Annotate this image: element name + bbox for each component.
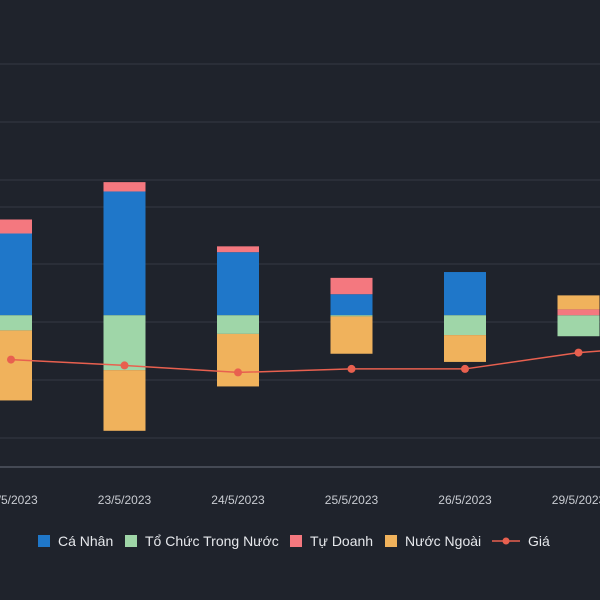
legend-label: Tự Doanh — [310, 533, 373, 549]
x-tick-label: 25/5/2023 — [325, 493, 379, 507]
legend[interactable]: Cá Nhân Tổ Chức Trong Nước Tự Doanh Nước Ng… — [38, 533, 550, 549]
bar-2-4[interactable] — [330, 315, 373, 317]
legend-swatch — [290, 535, 302, 547]
bar-3-3[interactable] — [217, 246, 259, 253]
x-tick-label: 22/5/2023 — [0, 493, 38, 507]
legend-swatch — [125, 535, 137, 547]
x-tick-label: 23/5/2023 — [98, 493, 152, 507]
legend-swatch — [385, 535, 397, 547]
legend-item[interactable]: Tự Doanh — [290, 533, 373, 549]
bar-1-4[interactable] — [330, 294, 373, 316]
bar-2-5[interactable] — [444, 315, 486, 336]
bar-4-2[interactable] — [103, 370, 146, 431]
legend-label: Tổ Chức Trong Nước — [145, 533, 279, 549]
bar-3-1[interactable] — [0, 219, 32, 234]
bar-3-6[interactable] — [557, 309, 600, 316]
bar-4-4[interactable] — [330, 316, 373, 354]
legend-item[interactable]: Cá Nhân — [38, 533, 113, 549]
bar-1-5[interactable] — [444, 272, 486, 316]
bar-1-3[interactable] — [217, 252, 259, 316]
legend-line-marker — [502, 537, 510, 545]
price-point-2[interactable] — [120, 361, 129, 370]
bar-4-3[interactable] — [217, 333, 259, 387]
bar-1-2[interactable] — [103, 191, 146, 316]
x-tick-label: 29/5/2023 — [552, 493, 600, 507]
x-tick-label: 26/5/2023 — [438, 493, 492, 507]
bars — [0, 182, 600, 431]
legend-item[interactable]: Nước Ngoài — [385, 533, 481, 549]
price-line — [7, 348, 600, 377]
bar-1-1[interactable] — [0, 233, 32, 316]
grid-lines — [0, 63, 600, 468]
x-axis-ticks: 22/5/2023 23/5/2023 24/5/2023 25/5/2023 26/5… — [0, 493, 600, 507]
legend-label: Nước Ngoài — [405, 533, 481, 549]
x-tick-label: 24/5/2023 — [211, 493, 265, 507]
price-point-3[interactable] — [234, 368, 242, 377]
legend-label: Giá — [528, 533, 550, 549]
legend-item[interactable]: Tổ Chức Trong Nước — [125, 533, 279, 549]
bar-3-4[interactable] — [330, 277, 373, 295]
legend-item[interactable]: Giá — [492, 533, 550, 549]
bar-2-2[interactable] — [103, 315, 146, 371]
legend-swatch — [38, 535, 50, 547]
price-point-5[interactable] — [461, 364, 469, 373]
bar-4-6[interactable] — [557, 295, 600, 310]
price-line-path — [10, 350, 600, 374]
legend-label: Cá Nhân — [58, 533, 113, 549]
bar-4-1[interactable] — [0, 330, 32, 401]
price-point-1[interactable] — [7, 355, 15, 364]
bar-3-2[interactable] — [103, 182, 146, 192]
bar-4-5[interactable] — [444, 335, 486, 362]
price-point-4[interactable] — [347, 364, 356, 373]
bar-2-3[interactable] — [217, 315, 259, 334]
price-point-6[interactable] — [574, 348, 583, 357]
bar-2-1[interactable] — [0, 315, 32, 331]
bar-2-6[interactable] — [557, 315, 600, 337]
